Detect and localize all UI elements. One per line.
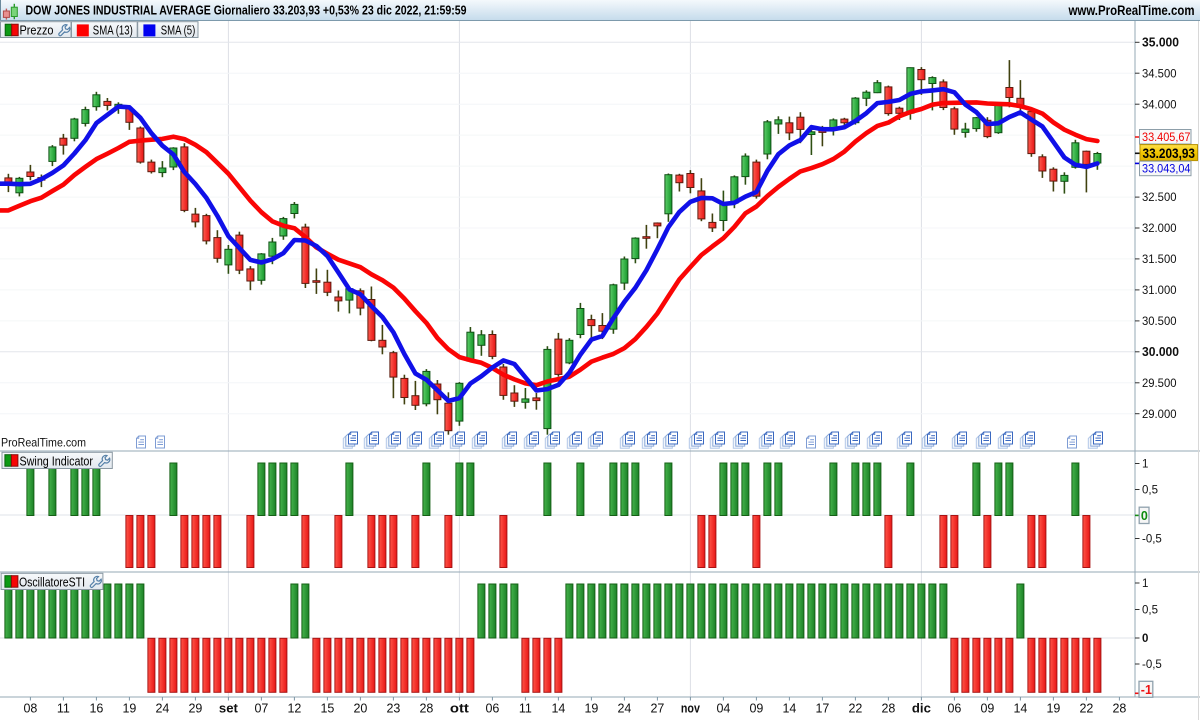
svg-text:30.500: 30.500 (1142, 314, 1177, 328)
svg-text:-1: -1 (1141, 683, 1152, 697)
svg-text:ott: ott (450, 702, 470, 716)
svg-text:09: 09 (749, 702, 763, 716)
svg-text:35.000: 35.000 (1142, 36, 1179, 50)
svg-text:ProRealTime.com: ProRealTime.com (1, 436, 86, 450)
svg-text:19: 19 (122, 702, 136, 716)
svg-text:07: 07 (254, 702, 268, 716)
svg-text:09: 09 (980, 702, 994, 716)
svg-text:nov: nov (681, 702, 700, 716)
svg-text:30.000: 30.000 (1142, 345, 1179, 359)
svg-text:11: 11 (519, 702, 532, 716)
svg-text:24: 24 (155, 702, 169, 716)
svg-text:11: 11 (57, 702, 70, 716)
svg-text:28: 28 (419, 702, 433, 716)
svg-text:OscillatoreSTI: OscillatoreSTI (19, 574, 85, 589)
svg-text:Swing Indicator: Swing Indicator (20, 453, 94, 468)
svg-text:29.500: 29.500 (1142, 376, 1177, 390)
svg-text:Prezzo: Prezzo (20, 22, 54, 37)
svg-text:33.043,04: 33.043,04 (1142, 162, 1191, 176)
svg-text:dic: dic (912, 702, 931, 716)
svg-text:set: set (219, 702, 239, 716)
svg-text:06: 06 (947, 702, 961, 716)
svg-text:12: 12 (287, 702, 301, 716)
svg-text:32.000: 32.000 (1142, 221, 1177, 235)
svg-text:24: 24 (617, 702, 631, 716)
svg-text:28: 28 (881, 702, 895, 716)
svg-text:-0,5: -0,5 (1142, 659, 1162, 671)
svg-text:SMA (13): SMA (13) (93, 22, 133, 37)
svg-text:33.203,93: 33.203,93 (1143, 146, 1196, 161)
svg-text:-0,5: -0,5 (1142, 533, 1162, 545)
svg-text:1: 1 (1142, 458, 1148, 470)
svg-text:DOW JONES INDUSTRIAL AVERAGE G: DOW JONES INDUSTRIAL AVERAGE Giornaliero… (26, 3, 467, 18)
svg-text:29: 29 (188, 702, 202, 716)
svg-text:14: 14 (551, 702, 565, 716)
svg-text:0: 0 (1141, 509, 1148, 523)
svg-text:04: 04 (716, 702, 730, 716)
svg-text:14: 14 (782, 702, 796, 716)
svg-text:0,5: 0,5 (1142, 604, 1158, 616)
svg-text:19: 19 (584, 702, 598, 716)
svg-text:17: 17 (815, 702, 829, 716)
svg-text:34.000: 34.000 (1142, 97, 1177, 111)
svg-text:31.500: 31.500 (1142, 252, 1177, 266)
svg-text:0,5: 0,5 (1142, 484, 1158, 496)
svg-text:22: 22 (1079, 702, 1093, 716)
svg-text:15: 15 (320, 702, 334, 716)
svg-text:34.500: 34.500 (1142, 67, 1177, 81)
svg-text:33.405,67: 33.405,67 (1142, 130, 1191, 144)
svg-text:20: 20 (353, 702, 367, 716)
svg-text:29.000: 29.000 (1142, 407, 1177, 421)
svg-text:23: 23 (386, 702, 400, 716)
svg-text:31.000: 31.000 (1142, 283, 1177, 297)
svg-text:19: 19 (1046, 702, 1060, 716)
svg-text:0: 0 (1142, 633, 1148, 645)
svg-text:06: 06 (485, 702, 499, 716)
svg-text:22: 22 (848, 702, 862, 716)
svg-text:28: 28 (1112, 702, 1126, 716)
svg-text:08: 08 (23, 702, 37, 716)
svg-text:SMA (5): SMA (5) (161, 22, 196, 37)
svg-text:27: 27 (650, 702, 664, 716)
svg-text:14: 14 (1013, 702, 1027, 716)
svg-text:16: 16 (89, 702, 103, 716)
svg-text:1: 1 (1142, 578, 1148, 590)
svg-text:www.ProRealTime.com: www.ProRealTime.com (1068, 3, 1195, 18)
svg-text:32.500: 32.500 (1142, 190, 1177, 204)
